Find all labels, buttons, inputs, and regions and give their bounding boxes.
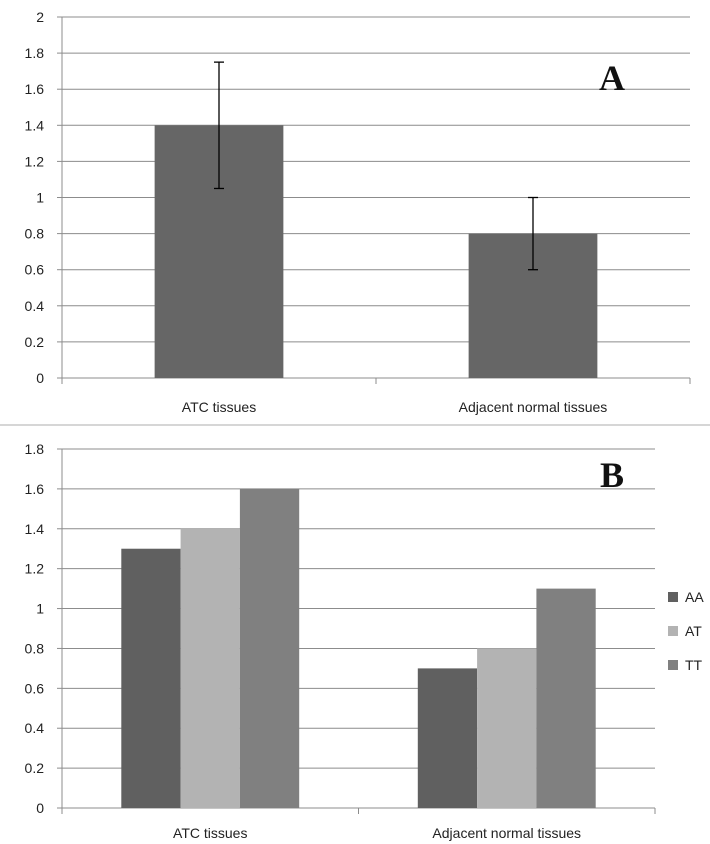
y-tick-label: 0.2 <box>25 334 45 350</box>
legend-label: AT <box>685 623 702 639</box>
y-tick-label: 1.2 <box>25 153 45 169</box>
legend-swatch <box>668 660 678 670</box>
x-category-label: Adjacent normal tissues <box>432 825 581 841</box>
legend-label: TT <box>685 657 703 673</box>
y-tick-label: 1.8 <box>25 45 45 61</box>
y-tick-label: 0.6 <box>25 262 45 278</box>
y-tick-label: 2 <box>36 9 44 25</box>
x-category-label: Adjacent normal tissues <box>459 399 608 415</box>
bar-at <box>477 648 537 808</box>
y-tick-label: 0.2 <box>25 760 45 776</box>
bar-aa <box>417 668 478 808</box>
y-tick-label: 0.4 <box>25 298 45 314</box>
bar-aa <box>121 548 181 808</box>
panel-label: A <box>599 58 625 98</box>
y-tick-label: 0.8 <box>25 640 45 656</box>
y-tick-label: 1.2 <box>25 561 45 577</box>
y-tick-label: 1.6 <box>25 81 45 97</box>
y-tick-label: 1 <box>36 601 44 617</box>
y-tick-label: 1.4 <box>25 117 45 133</box>
panel-label: B <box>600 455 624 495</box>
y-tick-label: 1.6 <box>25 481 45 497</box>
panel-a-chart: 0 0.2 0.4 0.6 0.8 1 1.2 1.4 1.6 1.8 2 ATC tissues Ad… <box>25 9 691 415</box>
y-tick-label: 1.8 <box>25 441 45 457</box>
legend-swatch <box>668 626 678 636</box>
bar-tt <box>536 588 596 808</box>
y-tick-label: 1.4 <box>25 521 45 537</box>
bar-at <box>180 528 240 808</box>
y-tick-label: 0.6 <box>25 680 45 696</box>
y-tick-label: 0 <box>36 370 44 386</box>
panel-b-chart: 0 0.2 0.4 0.6 0.8 1 1.2 1.4 1.6 1.8 ATC tissues Adj… <box>25 441 705 841</box>
x-category-label: ATC tissues <box>182 399 256 415</box>
y-tick-label: 0.4 <box>25 720 45 736</box>
y-tick-label: 0.8 <box>25 226 45 242</box>
bar-tt <box>239 488 300 808</box>
y-tick-label: 1 <box>36 190 44 206</box>
legend-label: AA <box>685 589 704 605</box>
x-category-label: ATC tissues <box>173 825 247 841</box>
y-tick-label: 0 <box>36 800 44 816</box>
legend-swatch <box>668 592 678 602</box>
